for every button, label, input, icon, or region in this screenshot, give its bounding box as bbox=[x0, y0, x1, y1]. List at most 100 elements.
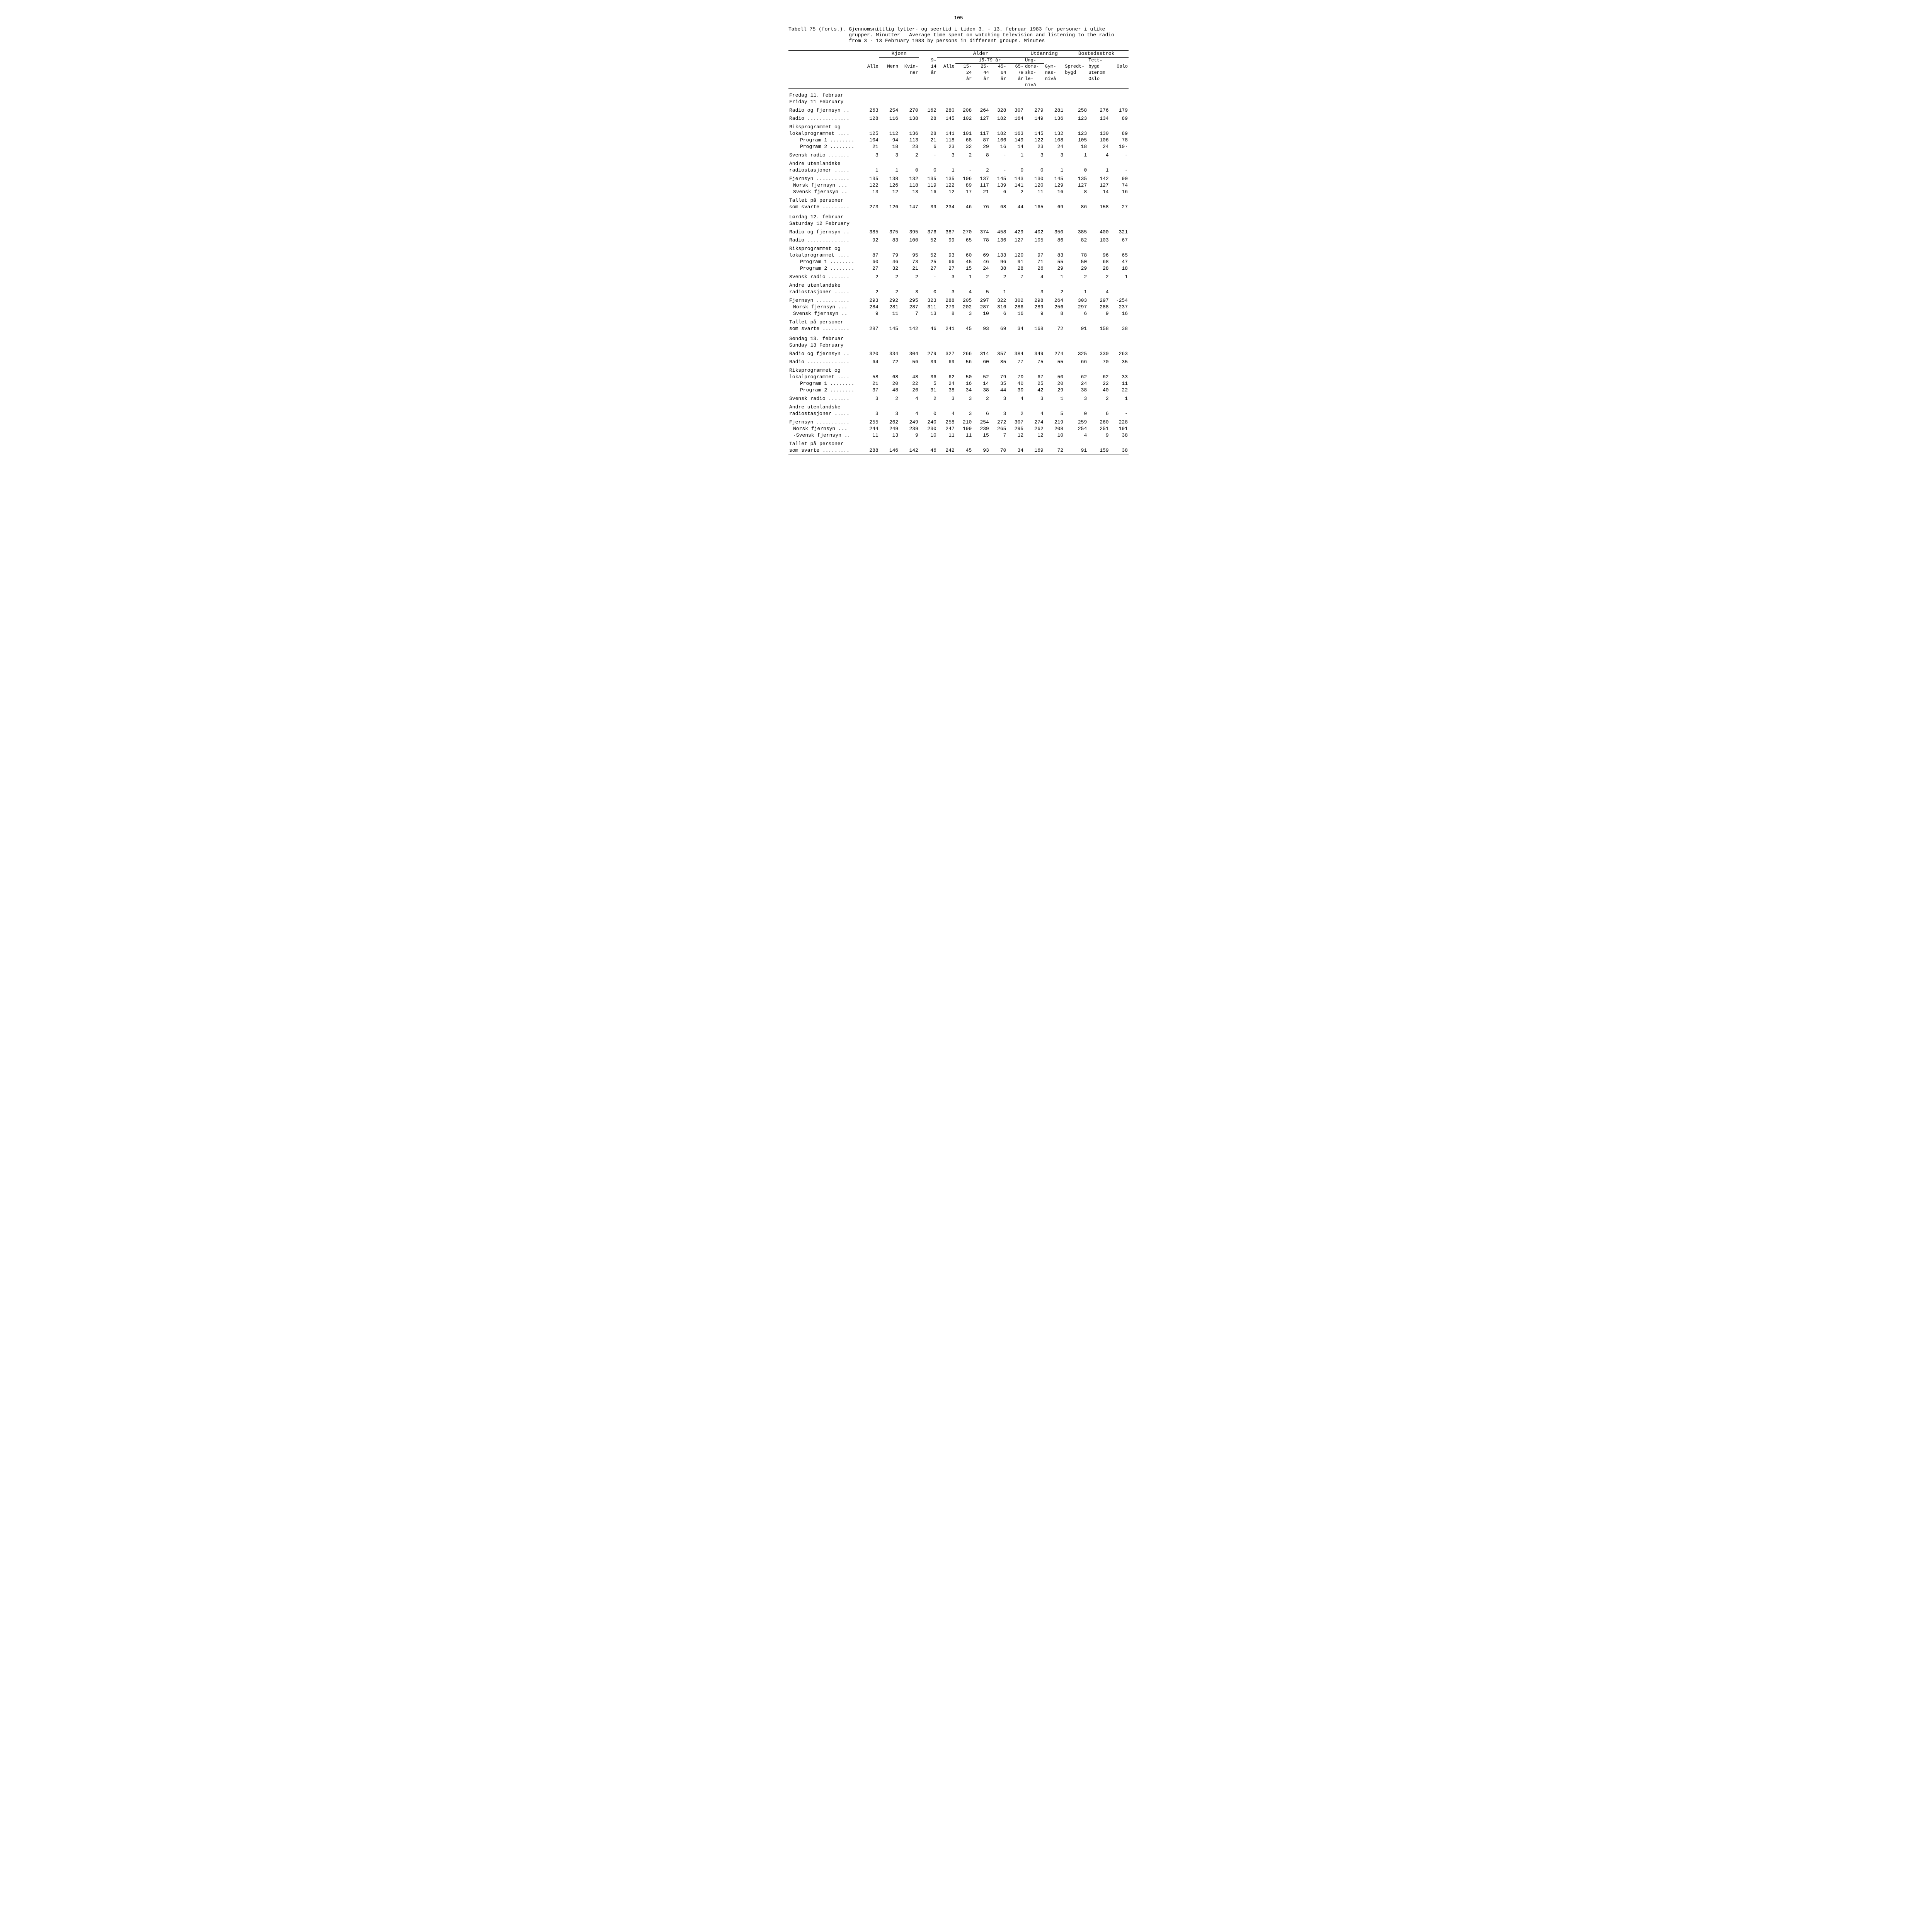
table-header: Kjønn Alder Utdanning Bostedsstrøk 9- 15… bbox=[788, 50, 1129, 88]
cell: 89 bbox=[955, 182, 973, 189]
cell: 10 bbox=[919, 432, 937, 439]
cell: 23 bbox=[1024, 144, 1044, 150]
cell bbox=[972, 439, 990, 447]
cell: 2 bbox=[1007, 411, 1024, 417]
cell: 286 bbox=[1007, 304, 1024, 311]
cell: 289 bbox=[1024, 304, 1044, 311]
cell bbox=[1064, 281, 1088, 289]
cell bbox=[937, 281, 955, 289]
cell bbox=[937, 122, 955, 131]
cell: 85 bbox=[990, 357, 1007, 366]
cell: 279 bbox=[1024, 105, 1044, 114]
section-title-no: Fredag 11. februar bbox=[788, 88, 1129, 99]
cell: 288 bbox=[937, 296, 955, 304]
cell: 34 bbox=[1007, 447, 1024, 454]
cell: 12 bbox=[937, 189, 955, 196]
cell: 280 bbox=[937, 105, 955, 114]
cell: 374 bbox=[972, 227, 990, 236]
row-label: Riksprogrammet og bbox=[788, 244, 861, 252]
cell bbox=[1110, 244, 1129, 252]
cell: 138 bbox=[879, 174, 899, 182]
row-label: Norsk fjernsyn ... bbox=[788, 426, 861, 432]
cell: 3 bbox=[937, 289, 955, 296]
col-tett-b: bygd bbox=[1088, 64, 1109, 70]
cell: 52 bbox=[919, 235, 937, 244]
cell: 136 bbox=[990, 235, 1007, 244]
cell: 68 bbox=[955, 137, 973, 144]
cell bbox=[990, 317, 1007, 326]
cell: 256 bbox=[1044, 304, 1064, 311]
cell bbox=[899, 439, 919, 447]
cell bbox=[1024, 159, 1044, 167]
cell: 3 bbox=[937, 150, 955, 159]
cell: 23 bbox=[899, 144, 919, 150]
cell bbox=[919, 159, 937, 167]
cell bbox=[919, 196, 937, 204]
col-1579: 15-79 år bbox=[955, 57, 1024, 64]
cell bbox=[1044, 196, 1064, 204]
cell: 273 bbox=[861, 204, 879, 211]
cell: 254 bbox=[1064, 426, 1088, 432]
col-15-24a: 15- bbox=[955, 64, 973, 70]
cell: 34 bbox=[955, 387, 973, 394]
cell bbox=[861, 402, 879, 411]
cell: 1 bbox=[1007, 150, 1024, 159]
cell: 0 bbox=[899, 167, 919, 174]
cell: 16 bbox=[1044, 189, 1064, 196]
row-label: Svensk fjernsyn .. bbox=[788, 189, 861, 196]
cell: 3 bbox=[861, 150, 879, 159]
cell: 143 bbox=[1007, 174, 1024, 182]
cell: 123 bbox=[1064, 131, 1088, 137]
cell: 182 bbox=[990, 114, 1007, 122]
cell: 284 bbox=[861, 304, 879, 311]
cell: 38 bbox=[990, 265, 1007, 272]
cell: 4 bbox=[899, 394, 919, 402]
cell: 46 bbox=[972, 259, 990, 265]
group-utdanning: Utdanning bbox=[1024, 50, 1064, 57]
cell: 146 bbox=[879, 447, 899, 454]
cell: 1 bbox=[1110, 272, 1129, 281]
cell: 87 bbox=[972, 137, 990, 144]
cell bbox=[1064, 317, 1088, 326]
cell: 97 bbox=[1024, 252, 1044, 259]
cell: 0 bbox=[919, 167, 937, 174]
cell: 60 bbox=[972, 357, 990, 366]
row-label: Radio og fjernsyn .. bbox=[788, 349, 861, 357]
cell: 247 bbox=[937, 426, 955, 432]
cell: 35 bbox=[990, 381, 1007, 387]
cell bbox=[1088, 196, 1109, 204]
cell: 241 bbox=[937, 326, 955, 332]
cell: 230 bbox=[919, 426, 937, 432]
cell: 118 bbox=[937, 137, 955, 144]
cell bbox=[955, 366, 973, 374]
cell: 4 bbox=[1088, 289, 1109, 296]
cell bbox=[1024, 281, 1044, 289]
cell: 8 bbox=[1044, 311, 1064, 317]
cell: 24 bbox=[972, 265, 990, 272]
cell bbox=[1007, 122, 1024, 131]
cell: 26 bbox=[1024, 265, 1044, 272]
cell: 35 bbox=[1110, 357, 1129, 366]
cell: 297 bbox=[1064, 304, 1088, 311]
cell: 60 bbox=[861, 259, 879, 265]
cell: 120 bbox=[1024, 182, 1044, 189]
cell: 145 bbox=[879, 326, 899, 332]
cell: 70 bbox=[990, 447, 1007, 454]
cell: 2 bbox=[861, 272, 879, 281]
cell: 159 bbox=[1088, 447, 1109, 454]
section-title-no: Lørdag 12. februar bbox=[788, 211, 1129, 221]
cell: 314 bbox=[972, 349, 990, 357]
cell bbox=[972, 122, 990, 131]
cell: 112 bbox=[879, 131, 899, 137]
cell: 50 bbox=[1064, 259, 1088, 265]
cell: 2 bbox=[955, 150, 973, 159]
cell: 52 bbox=[972, 374, 990, 381]
cell: 25 bbox=[1024, 381, 1044, 387]
cell: 9 bbox=[899, 432, 919, 439]
cell bbox=[955, 196, 973, 204]
cell: 3 bbox=[990, 411, 1007, 417]
cell: 13 bbox=[861, 189, 879, 196]
row-label: Tallet på personer bbox=[788, 317, 861, 326]
row-label: Program 2 ........ bbox=[788, 144, 861, 150]
cell: 297 bbox=[972, 296, 990, 304]
